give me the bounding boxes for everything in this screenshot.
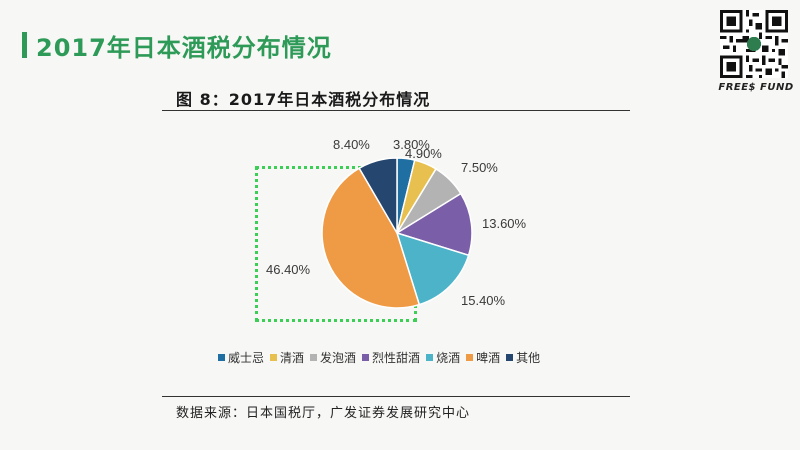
legend-label: 啤酒 bbox=[476, 350, 501, 365]
legend-item: 其他 bbox=[506, 349, 540, 366]
pie-slice-label: 46.40% bbox=[266, 262, 311, 277]
brand-name: FREE$ FUND bbox=[718, 82, 794, 93]
data-source: 数据来源：日本国税厅，广发证券发展研究中心 bbox=[176, 406, 471, 421]
legend-label: 发泡酒 bbox=[320, 350, 357, 365]
legend-label: 威士忌 bbox=[228, 350, 265, 365]
title-accent-bar bbox=[22, 32, 27, 58]
legend-label: 烈性甜酒 bbox=[372, 350, 421, 365]
qr-code-icon bbox=[720, 10, 788, 78]
legend-label: 烧酒 bbox=[436, 350, 461, 365]
legend-item: 威士忌 bbox=[218, 349, 264, 366]
legend-item: 清酒 bbox=[270, 349, 304, 366]
legend-swatch bbox=[310, 353, 318, 361]
pie-slice-label: 4.90% bbox=[405, 146, 442, 161]
pie-slice-6 bbox=[321, 167, 421, 309]
legend-item: 发泡酒 bbox=[310, 349, 356, 366]
pie-slice-4 bbox=[395, 192, 473, 257]
figure-bottom-rule bbox=[162, 396, 630, 397]
pie-slice-label: 15.40% bbox=[461, 293, 506, 308]
legend-item: 烈性甜酒 bbox=[362, 349, 420, 366]
pie-slice-5 bbox=[395, 231, 470, 306]
pie-slice-label: 13.60% bbox=[482, 216, 527, 231]
legend-swatch bbox=[270, 353, 278, 361]
legend-swatch bbox=[426, 353, 434, 361]
figure-top-rule bbox=[162, 110, 630, 111]
chart-legend: 威士忌 清酒 发泡酒 烈性甜酒 烧酒 啤酒 其他 bbox=[218, 349, 540, 365]
legend-item: 烧酒 bbox=[426, 349, 460, 366]
pie-slice-label: 7.50% bbox=[461, 160, 498, 175]
pie-slice-label: 3.80% bbox=[393, 137, 430, 152]
legend-swatch bbox=[218, 353, 225, 361]
slide-title: 2017年日本酒税分布情况 bbox=[36, 34, 332, 62]
legend-swatch bbox=[362, 353, 370, 361]
legend-swatch bbox=[466, 353, 474, 361]
legend-label: 其他 bbox=[516, 350, 541, 365]
legend-label: 清酒 bbox=[280, 350, 305, 365]
pie-slice-7 bbox=[358, 157, 398, 236]
legend-item: 啤酒 bbox=[466, 349, 500, 366]
legend-swatch bbox=[506, 353, 514, 361]
figure-title: 图 8：2017年日本酒税分布情况 bbox=[176, 90, 431, 109]
pie-slice-label: 8.40% bbox=[333, 137, 370, 152]
